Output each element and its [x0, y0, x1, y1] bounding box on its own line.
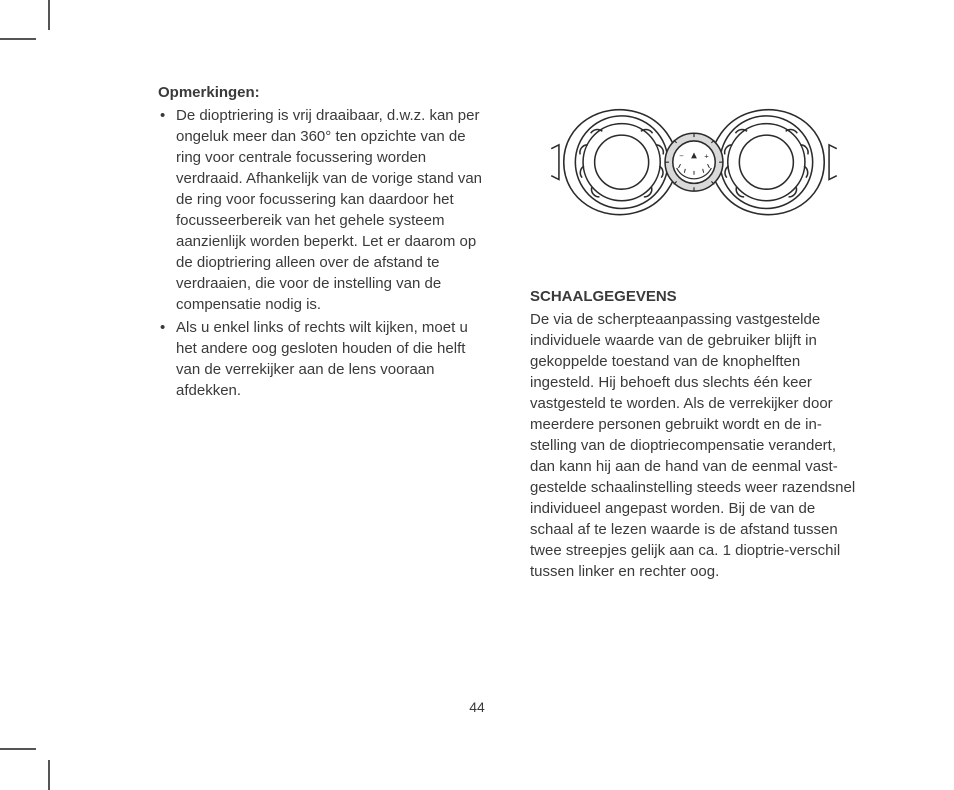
scale-heading: SCHAALGEGEVENS: [530, 286, 858, 307]
crop-mark: [0, 748, 36, 750]
notes-heading: Opmerkingen:: [158, 82, 486, 103]
svg-text:+: +: [704, 151, 709, 160]
page-number: 44: [0, 698, 954, 718]
notes-list: De dioptriering is vrij draaibaar, d.w.z…: [158, 105, 486, 401]
note-item: De dioptriering is vrij draaibaar, d.w.z…: [158, 105, 486, 315]
manual-page: Opmerkingen: De dioptriering is vrij dra…: [158, 82, 858, 582]
note-text: Als u enkel links of rechts wilt kijken,…: [176, 319, 468, 399]
left-column: Opmerkingen: De dioptriering is vrij dra…: [158, 82, 486, 582]
crop-mark: [48, 0, 50, 30]
note-text: De dioptriering is vrij draaibaar, d.w.z…: [176, 107, 482, 313]
crop-mark: [48, 760, 50, 790]
scale-body: De via de scherpteaanpassing vastgestel­…: [530, 309, 858, 582]
binoculars-top-diagram: − +: [530, 82, 858, 252]
note-item: Als u enkel links of rechts wilt kijken,…: [158, 317, 486, 401]
svg-text:−: −: [679, 151, 684, 160]
crop-mark: [0, 38, 36, 40]
right-column: − + SCHAALGEGEVENS De via de scherpteaan…: [530, 82, 858, 582]
